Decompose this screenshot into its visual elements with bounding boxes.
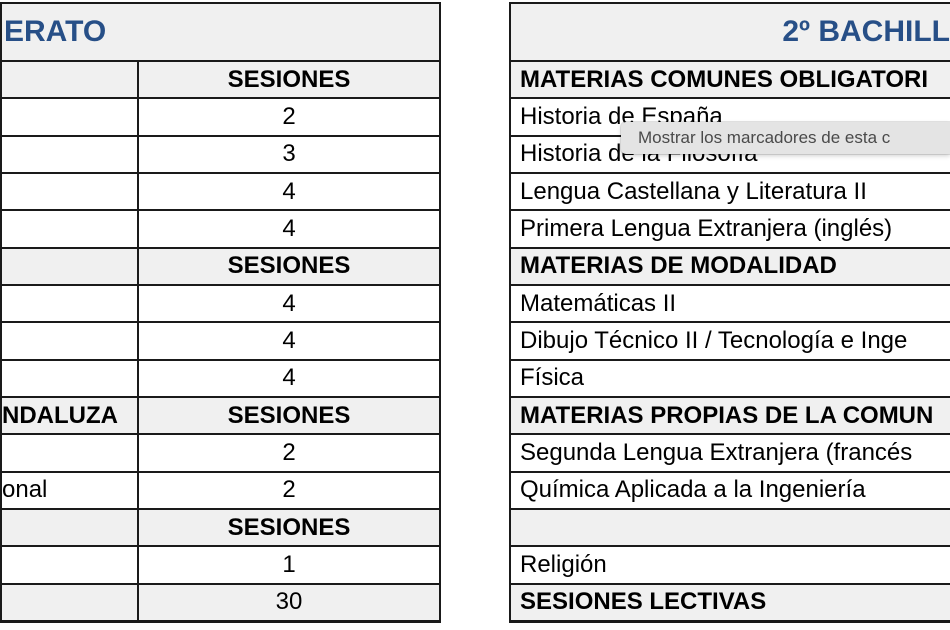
subject-cell[interactable] — [2, 174, 139, 210]
subject-cell[interactable] — [2, 99, 139, 135]
subject-cell[interactable] — [2, 136, 139, 172]
sessions-header-cell[interactable]: SESIONES — [227, 65, 351, 93]
subject-cell[interactable] — [2, 62, 139, 98]
section-header-row[interactable]: MATERIAS COMUNES OBLIGATORI — [511, 60, 950, 98]
sessions-total-cell[interactable]: 30 — [275, 588, 303, 616]
sessions-header-cell[interactable]: SESIONES — [227, 513, 351, 541]
subject-row[interactable]: Primera Lengua Extranjera (inglés) — [511, 209, 950, 247]
left-table-title: ERATO — [4, 15, 107, 48]
table-row: 2 — [2, 97, 439, 135]
table-row: SESIONES — [2, 60, 439, 98]
subject-cell[interactable]: onal — [2, 472, 139, 508]
sessions-value-cell[interactable]: 3 — [282, 140, 296, 168]
subject-cell[interactable] — [2, 584, 139, 620]
right-table-title-row[interactable]: 2º BACHILL — [511, 4, 950, 60]
table-row: 3 — [2, 134, 439, 172]
subject-cell[interactable] — [2, 435, 139, 471]
sessions-value-cell[interactable]: 4 — [282, 177, 296, 205]
subject-row[interactable]: Física — [511, 358, 950, 396]
table-row: 4 — [2, 209, 439, 247]
table-row: onal 2 — [2, 470, 439, 508]
subject-cell[interactable] — [2, 285, 139, 322]
section-header-cell[interactable]: NDALUZA — [2, 397, 139, 434]
subject-row[interactable]: Lengua Castellana y Literatura II — [511, 171, 950, 210]
table-row: SESIONES — [2, 507, 439, 546]
sessions-header-cell[interactable]: SESIONES — [227, 401, 351, 429]
sessions-value-cell[interactable]: 1 — [282, 550, 296, 578]
table-row: 4 — [2, 358, 439, 396]
table-row: 2 — [2, 433, 439, 471]
left-schedule-table: ERATO SESIONES 2 3 4 4 SESIONES 4 4 4 ND… — [0, 2, 441, 623]
subject-cell[interactable] — [2, 323, 139, 359]
subject-row[interactable]: Matemáticas II — [511, 283, 950, 322]
sessions-value-cell[interactable]: 2 — [282, 476, 296, 504]
sessions-value-cell[interactable]: 4 — [282, 326, 296, 354]
subject-cell[interactable] — [2, 360, 139, 396]
sessions-value-cell[interactable]: 4 — [282, 214, 296, 242]
right-table-title: 2º BACHILL — [782, 15, 950, 48]
sessions-value-cell[interactable]: 2 — [282, 102, 296, 130]
table-row: SESIONES — [2, 246, 439, 284]
sessions-value-cell[interactable]: 4 — [282, 364, 296, 392]
subject-row[interactable]: Química Aplicada a la Ingeniería — [511, 470, 950, 508]
table-row: 4 — [2, 283, 439, 322]
table-row: NDALUZA SESIONES — [2, 395, 439, 434]
subject-cell[interactable] — [2, 509, 139, 546]
subject-cell[interactable] — [2, 547, 139, 583]
section-header-row[interactable]: MATERIAS PROPIAS DE LA COMUN — [511, 395, 950, 434]
subject-row[interactable]: Segunda Lengua Extranjera (francés — [511, 433, 950, 471]
subject-row[interactable]: Dibujo Técnico II / Tecnología e Inge — [511, 321, 950, 359]
table-row: 4 — [2, 321, 439, 359]
table-row: 30 — [2, 582, 439, 620]
subject-cell[interactable] — [2, 248, 139, 284]
sessions-header-cell[interactable]: SESIONES — [227, 252, 351, 280]
section-header-row[interactable]: MATERIAS DE MODALIDAD — [511, 246, 950, 284]
section-header-row[interactable]: SESIONES LECTIVAS — [511, 582, 950, 620]
subject-cell[interactable] — [2, 211, 139, 247]
table-row: 1 — [2, 545, 439, 583]
tooltip: Mostrar los marcadores de esta c — [621, 122, 950, 154]
empty-row[interactable] — [511, 507, 950, 546]
subject-row[interactable]: Religión — [511, 545, 950, 583]
sessions-value-cell[interactable]: 2 — [282, 438, 296, 466]
tooltip-text: Mostrar los marcadores de esta c — [638, 128, 891, 147]
table-row: 4 — [2, 171, 439, 210]
right-schedule-table: 2º BACHILL MATERIAS COMUNES OBLIGATORI H… — [509, 2, 950, 623]
sessions-value-cell[interactable]: 4 — [282, 289, 296, 317]
left-table-title-row[interactable]: ERATO — [2, 4, 439, 60]
